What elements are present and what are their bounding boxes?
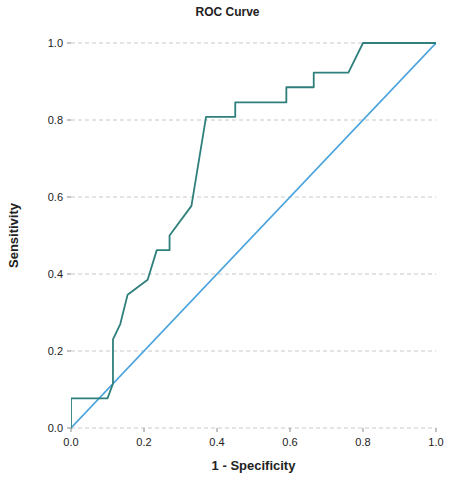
tick-mark [363,428,364,432]
tick-label: 0.0 [63,436,78,448]
tick-label: 0.6 [48,191,63,203]
tick-label: 1.0 [48,37,63,49]
tick-mark [144,428,145,432]
tick-label: 0.4 [48,268,63,280]
tick-mark [67,197,71,198]
tick-mark [67,274,71,275]
title: ROC Curve [195,5,259,19]
tick-label: 0.6 [282,436,297,448]
tick-label: 1.0 [428,436,443,448]
grid-line [71,197,436,198]
x-axis-label: 1 - Specificity [212,458,297,473]
series-line [71,43,436,428]
tick-mark [67,43,71,44]
grid-line [71,274,436,275]
tick-mark [67,120,71,121]
tick-mark [67,428,71,429]
tick-label: 0.0 [48,422,63,434]
grid-line [71,120,436,121]
tick-label: 0.8 [355,436,370,448]
tick-mark [67,351,71,352]
tick-mark [290,428,291,432]
plot-area [71,43,436,428]
grid-line [71,428,436,429]
tick-mark [436,428,437,432]
tick-mark [217,428,218,432]
tick-mark [71,428,72,432]
tick-label: 0.2 [136,436,151,448]
tick-label: 0.4 [209,436,224,448]
tick-label: 0.2 [48,345,63,357]
y-axis-label: Sensitivity [6,202,21,268]
chart: ROC Curve 0.0 0.2 0.4 0.6 0.8 1.0 0.0 0.2 0.4 0.6 0… [0,0,455,500]
grid-line [71,351,436,352]
tick-label: 0.8 [48,114,63,126]
series-line [71,43,436,428]
